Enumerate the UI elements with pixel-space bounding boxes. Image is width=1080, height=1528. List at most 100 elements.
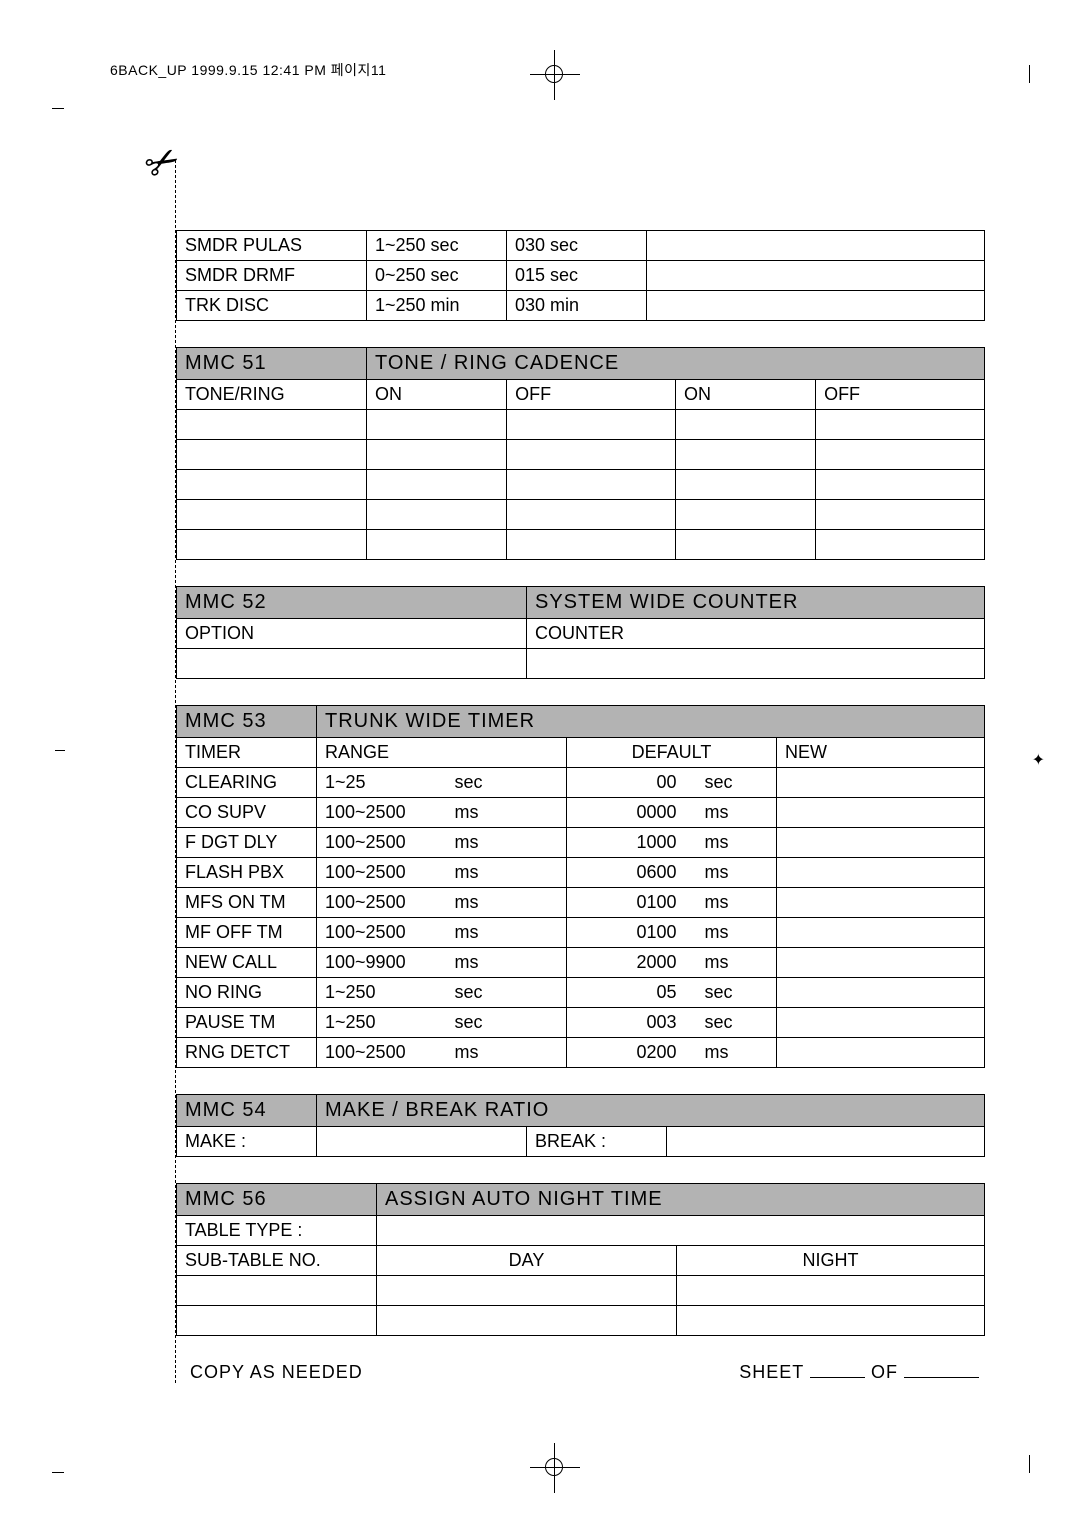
cell — [367, 410, 507, 440]
cell — [177, 1276, 377, 1306]
cell: NIGHT — [677, 1246, 985, 1276]
cell — [777, 1038, 985, 1068]
cell — [647, 231, 985, 261]
cell: sec — [447, 1008, 567, 1038]
cell: PAUSE TM — [177, 1008, 317, 1038]
crop-mark-top — [530, 50, 580, 100]
cell — [317, 1127, 527, 1157]
cell: ms — [697, 858, 777, 888]
cell: 1~250 — [317, 1008, 447, 1038]
cell: 100~9900 — [317, 948, 447, 978]
cell: ms — [697, 828, 777, 858]
footer-left: COPY AS NEEDED — [190, 1362, 363, 1383]
cell: 003 — [567, 1008, 697, 1038]
cell: 015 sec — [507, 261, 647, 291]
cell: ms — [697, 918, 777, 948]
header-cell: RANGE — [317, 738, 567, 768]
scissors-icon: ✂ — [137, 135, 189, 192]
cell — [377, 1276, 677, 1306]
footer-sheet: SHEET — [739, 1362, 804, 1382]
cell — [177, 1306, 377, 1336]
page-header-text: 6BACK_UP 1999.9.15 12:41 PM 페이지11 — [110, 60, 386, 80]
header-cell: ON — [367, 380, 507, 410]
header-cell: OFF — [507, 380, 676, 410]
cell — [507, 410, 676, 440]
cell — [777, 828, 985, 858]
cell: ms — [697, 888, 777, 918]
cell — [675, 410, 815, 440]
cell: sec — [697, 978, 777, 1008]
mmc53-table: MMC 53 TRUNK WIDE TIMER TIMER RANGE DEFA… — [176, 705, 985, 1068]
cell: 030 sec — [507, 231, 647, 261]
cell: ms — [697, 1038, 777, 1068]
cell: 1~25 — [317, 768, 447, 798]
cell: sec — [447, 978, 567, 1008]
cell — [667, 1127, 985, 1157]
cell — [777, 768, 985, 798]
cell: MAKE : — [177, 1127, 317, 1157]
cell — [816, 530, 985, 560]
cell: SMDR DRMF — [177, 261, 367, 291]
mmc-code: MMC 52 — [177, 587, 527, 619]
crop-tick — [52, 108, 64, 109]
crop-tick — [52, 1472, 64, 1473]
cell — [367, 530, 507, 560]
mmc-title: TRUNK WIDE TIMER — [317, 706, 985, 738]
cell: ms — [697, 948, 777, 978]
cell: sec — [697, 768, 777, 798]
cell — [507, 530, 676, 560]
cell: TABLE TYPE : — [177, 1216, 377, 1246]
cell: RNG DETCT — [177, 1038, 317, 1068]
cell: 0~250 sec — [367, 261, 507, 291]
cell — [177, 500, 367, 530]
cell: 1000 — [567, 828, 697, 858]
mmc-code: MMC 54 — [177, 1095, 317, 1127]
mmc-title: SYSTEM WIDE COUNTER — [527, 587, 985, 619]
cell — [675, 500, 815, 530]
cell — [677, 1306, 985, 1336]
footer: COPY AS NEEDED SHEET OF — [176, 1362, 985, 1383]
cell: 1~250 min — [367, 291, 507, 321]
crop-tick: ✦ — [1032, 750, 1045, 770]
cell — [816, 410, 985, 440]
cell — [777, 888, 985, 918]
footer-of: OF — [871, 1362, 898, 1382]
cell: 2000 — [567, 948, 697, 978]
cell: 100~2500 — [317, 918, 447, 948]
footer-right: SHEET OF — [739, 1362, 979, 1383]
header-cell: COUNTER — [527, 619, 985, 649]
cell — [647, 261, 985, 291]
mmc-code: MMC 51 — [177, 348, 367, 380]
cell: 1~250 — [317, 978, 447, 1008]
mmc56-table: MMC 56 ASSIGN AUTO NIGHT TIME TABLE TYPE… — [176, 1183, 985, 1336]
cell: SMDR PULAS — [177, 231, 367, 261]
cell: SUB-TABLE NO. — [177, 1246, 377, 1276]
cell: ms — [697, 798, 777, 828]
cell: MF OFF TM — [177, 918, 317, 948]
crop-tick — [55, 750, 65, 751]
cell — [507, 440, 676, 470]
header-cell: NEW — [777, 738, 985, 768]
cell — [377, 1216, 985, 1246]
mmc54-table: MMC 54 MAKE / BREAK RATIO MAKE : BREAK : — [176, 1094, 985, 1157]
crop-mark-bottom — [530, 1443, 580, 1493]
cell — [777, 858, 985, 888]
crop-tick — [1029, 65, 1030, 83]
header-cell: OPTION — [177, 619, 527, 649]
cell: 0600 — [567, 858, 697, 888]
cell: 100~2500 — [317, 798, 447, 828]
cell — [675, 530, 815, 560]
cell: sec — [447, 768, 567, 798]
cell — [777, 978, 985, 1008]
cell: 100~2500 — [317, 1038, 447, 1068]
cell — [367, 470, 507, 500]
cell: 0100 — [567, 888, 697, 918]
cell: NEW CALL — [177, 948, 317, 978]
cell — [177, 530, 367, 560]
cell — [777, 918, 985, 948]
cell — [777, 798, 985, 828]
cell — [367, 500, 507, 530]
cell: TRK DISC — [177, 291, 367, 321]
cell — [777, 1008, 985, 1038]
header-cell: DEFAULT — [567, 738, 777, 768]
